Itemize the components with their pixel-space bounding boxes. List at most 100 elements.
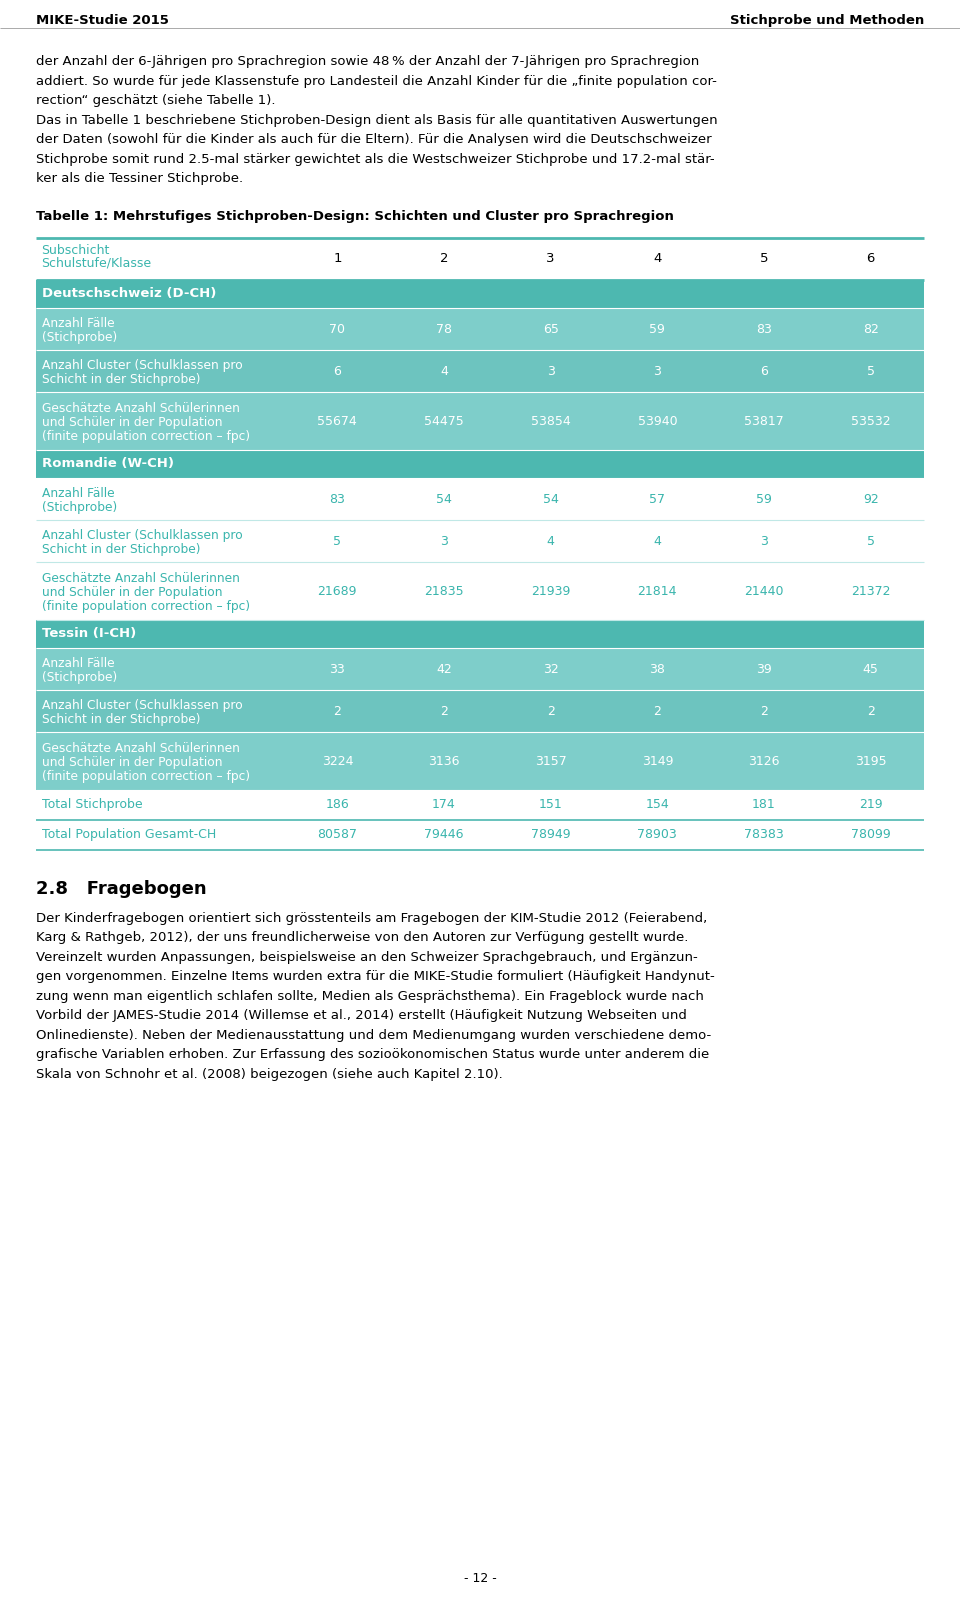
Bar (36, 307, 924, 349)
Text: - 12 -: - 12 - (464, 1572, 496, 1585)
Text: Onlinedienste). Neben der Medienausstattung und dem Medienumgang wurden verschie: Onlinedienste). Neben der Medienausstatt… (36, 1028, 711, 1042)
Bar (36, 349, 924, 392)
Text: Schulstufe/Klasse: Schulstufe/Klasse (41, 256, 151, 269)
Text: 186: 186 (325, 797, 349, 810)
Text: addiert. So wurde für jede Klassenstufe pro Landesteil die Anzahl Kinder für die: addiert. So wurde für jede Klassenstufe … (36, 75, 717, 88)
Bar (36, 647, 924, 690)
Bar (36, 477, 924, 519)
Text: Deutschschweiz (D-CH): Deutschschweiz (D-CH) (42, 287, 216, 299)
Text: Tessin (I-CH): Tessin (I-CH) (42, 626, 136, 639)
Text: 78383: 78383 (744, 828, 784, 841)
Text: 53940: 53940 (637, 415, 677, 427)
Text: 92: 92 (863, 493, 878, 506)
Text: (Stichprobe): (Stichprobe) (42, 330, 117, 344)
Text: 3126: 3126 (748, 754, 780, 767)
Text: 2: 2 (867, 704, 875, 717)
Text: 21372: 21372 (851, 584, 891, 597)
Text: der Anzahl der 6-Jährigen pro Sprachregion sowie 48 % der Anzahl der 7-Jährigen : der Anzahl der 6-Jährigen pro Sprachregi… (36, 54, 699, 67)
Text: (Stichprobe): (Stichprobe) (42, 671, 117, 684)
Text: 4: 4 (547, 535, 555, 548)
Text: 59: 59 (756, 493, 772, 506)
Text: 154: 154 (645, 797, 669, 810)
Text: 6: 6 (760, 365, 768, 378)
Text: 5: 5 (867, 535, 875, 548)
Text: 83: 83 (756, 322, 772, 336)
Text: 3224: 3224 (322, 754, 353, 767)
Text: 3: 3 (440, 535, 448, 548)
Text: 181: 181 (752, 797, 776, 810)
Text: 5: 5 (759, 251, 768, 264)
Text: 21939: 21939 (531, 584, 570, 597)
Bar (36, 620, 924, 647)
Text: 3: 3 (654, 365, 661, 378)
Text: 42: 42 (436, 663, 452, 676)
Text: 21814: 21814 (637, 584, 677, 597)
Text: 3: 3 (547, 365, 555, 378)
Text: Anzahl Cluster (Schulklassen pro: Anzahl Cluster (Schulklassen pro (42, 359, 243, 371)
Bar (36, 280, 924, 307)
Text: 2: 2 (547, 704, 555, 717)
Text: 6: 6 (333, 365, 341, 378)
Text: Das in Tabelle 1 beschriebene Stichproben-Design dient als Basis für alle quanti: Das in Tabelle 1 beschriebene Stichprobe… (36, 114, 718, 126)
Text: 3157: 3157 (535, 754, 566, 767)
Text: 55674: 55674 (318, 415, 357, 427)
Text: 2: 2 (333, 704, 341, 717)
Text: 39: 39 (756, 663, 772, 676)
Text: 5: 5 (867, 365, 875, 378)
Text: 151: 151 (539, 797, 563, 810)
Text: 3195: 3195 (854, 754, 886, 767)
Text: 82: 82 (863, 322, 878, 336)
Text: 21440: 21440 (744, 584, 783, 597)
Text: 1: 1 (333, 251, 342, 264)
Text: Anzahl Cluster (Schulklassen pro: Anzahl Cluster (Schulklassen pro (42, 698, 243, 711)
Text: (finite population correction – fpc): (finite population correction – fpc) (42, 429, 251, 442)
Text: und Schüler in der Population: und Schüler in der Population (42, 586, 223, 599)
Text: 2: 2 (440, 704, 448, 717)
Text: Tabelle 1: Mehrstufiges Stichproben-Design: Schichten und Cluster pro Sprachregi: Tabelle 1: Mehrstufiges Stichproben-Desi… (36, 210, 674, 223)
Text: 4: 4 (440, 365, 448, 378)
Text: 2: 2 (654, 704, 661, 717)
Text: Subschicht: Subschicht (41, 243, 109, 256)
Text: 79446: 79446 (424, 828, 464, 841)
Text: Vorbild der JAMES-Studie 2014 (Willemse et al., 2014) erstellt (Häufigkeit Nutzu: Vorbild der JAMES-Studie 2014 (Willemse … (36, 1009, 686, 1021)
Text: 80587: 80587 (318, 828, 357, 841)
Bar (36, 519, 924, 562)
Text: 65: 65 (542, 322, 559, 336)
Text: 33: 33 (329, 663, 346, 676)
Text: 6: 6 (867, 251, 875, 264)
Text: Stichprobe und Methoden: Stichprobe und Methoden (730, 14, 924, 27)
Text: Schicht in der Stichprobe): Schicht in der Stichprobe) (42, 712, 201, 725)
Text: und Schüler in der Population: und Schüler in der Population (42, 756, 223, 768)
Text: 54: 54 (436, 493, 452, 506)
Text: zung wenn man eigentlich schlafen sollte, Medien als Gesprächsthema). Ein Frageb: zung wenn man eigentlich schlafen sollte… (36, 989, 704, 1002)
Text: Total Stichprobe: Total Stichprobe (42, 797, 143, 810)
Text: der Daten (sowohl für die Kinder als auch für die Eltern). Für die Analysen wird: der Daten (sowohl für die Kinder als auc… (36, 133, 711, 146)
Text: 70: 70 (329, 322, 346, 336)
Text: grafische Variablen erhoben. Zur Erfassung des sozioökonomischen Status wurde un: grafische Variablen erhoben. Zur Erfassu… (36, 1049, 709, 1061)
Text: 78099: 78099 (851, 828, 891, 841)
Text: 78903: 78903 (637, 828, 677, 841)
Bar (36, 562, 924, 620)
Text: 59: 59 (649, 322, 665, 336)
Text: 3: 3 (760, 535, 768, 548)
Text: 5: 5 (333, 535, 342, 548)
Text: 54: 54 (542, 493, 559, 506)
Text: 57: 57 (649, 493, 665, 506)
Text: 53854: 53854 (531, 415, 570, 427)
Text: Anzahl Fälle: Anzahl Fälle (42, 656, 114, 669)
Text: Schicht in der Stichprobe): Schicht in der Stichprobe) (42, 543, 201, 556)
Text: (Stichprobe): (Stichprobe) (42, 501, 117, 514)
Text: 219: 219 (859, 797, 882, 810)
Text: Romandie (W-CH): Romandie (W-CH) (42, 456, 174, 469)
Bar (36, 392, 924, 450)
Text: 3: 3 (546, 251, 555, 264)
Text: 83: 83 (329, 493, 346, 506)
Text: 3149: 3149 (641, 754, 673, 767)
Text: 4: 4 (654, 535, 661, 548)
Text: 21835: 21835 (424, 584, 464, 597)
Text: 174: 174 (432, 797, 456, 810)
Text: rection“ geschätzt (siehe Tabelle 1).: rection“ geschätzt (siehe Tabelle 1). (36, 94, 276, 107)
Text: Stichprobe somit rund 2.5-mal stärker gewichtet als die Westschweizer Stichprobe: Stichprobe somit rund 2.5-mal stärker ge… (36, 152, 714, 165)
Text: Anzahl Fälle: Anzahl Fälle (42, 487, 114, 500)
Text: Schicht in der Stichprobe): Schicht in der Stichprobe) (42, 373, 201, 386)
